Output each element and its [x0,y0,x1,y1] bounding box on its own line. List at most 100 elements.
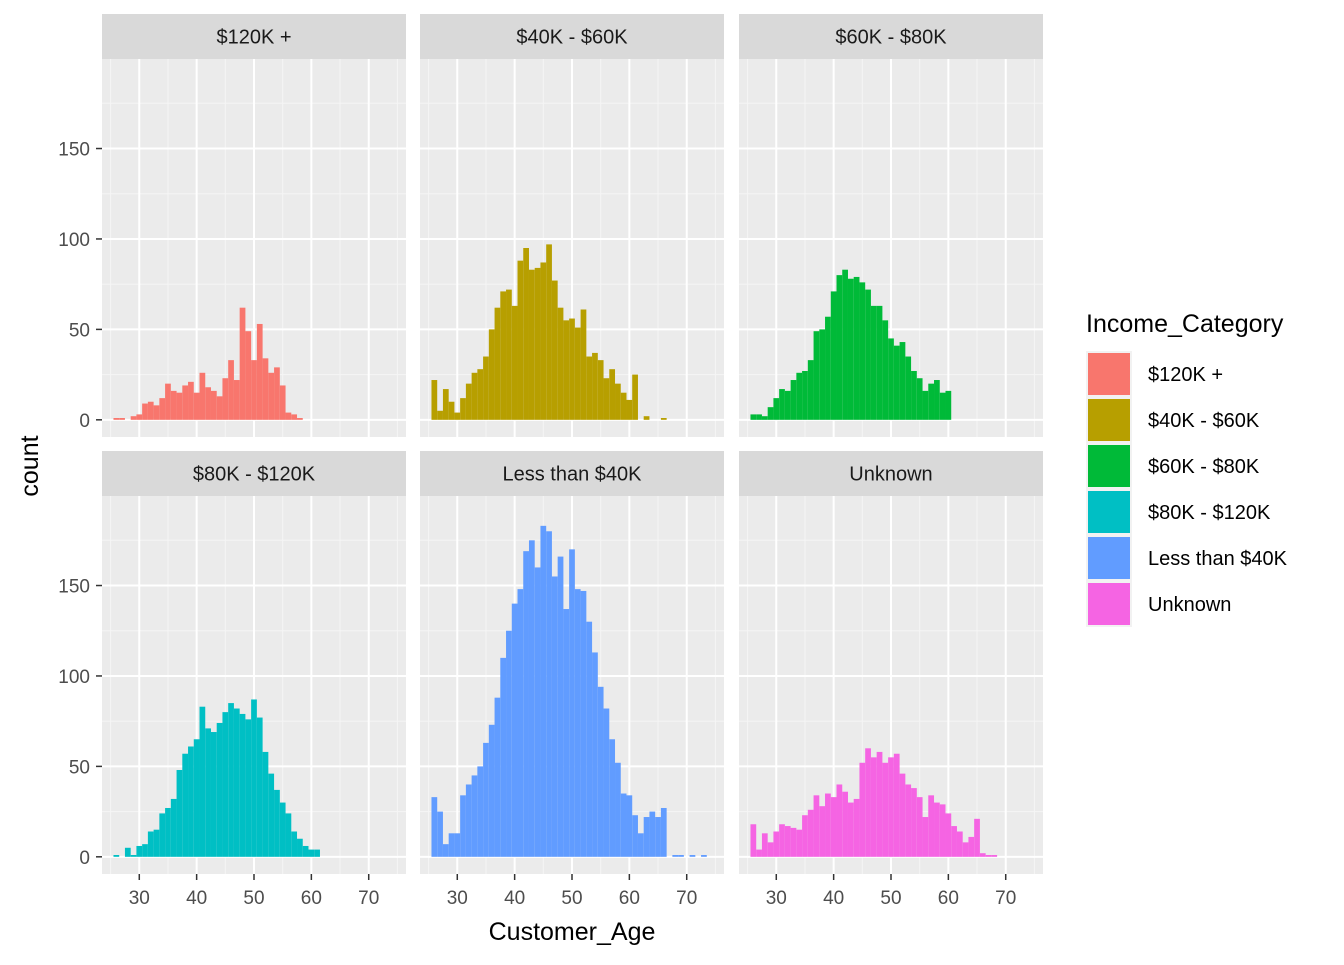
histogram-bar [216,722,223,857]
histogram-bar [750,414,757,420]
histogram-bar [153,829,160,857]
histogram-bar [609,739,616,857]
histogram-bar [767,842,774,857]
histogram-bar [859,282,866,420]
histogram-bar [865,748,871,857]
legend-entry-label: Unknown [1148,594,1231,616]
histogram-bar [119,418,125,420]
histogram-bar [802,370,808,420]
histogram-bar [210,732,217,857]
histogram-bar [779,389,785,420]
histogram-bar [569,318,575,420]
histogram-bar [182,385,189,420]
histogram-bar [285,412,292,420]
histogram-bar [176,770,183,857]
histogram-bar [649,811,656,857]
histogram-bar [784,826,791,857]
histogram-bar [494,697,501,857]
histogram-bar [523,248,529,420]
histogram-bar [523,551,529,857]
histogram-bar [494,307,501,420]
histogram-bar [962,842,969,857]
histogram-bar [442,844,449,857]
histogram-bar [592,652,598,857]
histogram-bar [790,380,797,420]
histogram-bar [465,383,472,420]
histogram-bar [142,844,148,857]
x-tick-label: 30 [766,888,787,909]
histogram-bar [859,762,866,857]
histogram-bar [222,712,229,857]
histogram-bar [893,753,900,857]
facet-strip-label: $60K - $80K [835,27,947,49]
histogram-bar [830,797,837,857]
histogram-bar [870,305,877,420]
histogram-bar [511,305,518,420]
y-tick-label: 100 [58,230,90,251]
histogram-bar [517,589,524,857]
histogram-bar [985,855,992,857]
histogram-bar [580,590,587,857]
histogram-bar [643,817,650,857]
histogram-bar [632,815,638,857]
histogram-bar [528,540,535,857]
histogram-bar [165,807,171,857]
histogram-bar [888,338,894,420]
histogram-bar [825,316,831,420]
x-tick-label: 60 [938,888,959,909]
histogram-bar [431,380,438,420]
facet-panel: Unknown 30 40 50 60 70 [739,451,1043,909]
histogram-bar [113,418,120,420]
histogram-bar [314,849,320,857]
x-tick-label: 70 [676,888,697,909]
histogram-bar [586,356,593,420]
x-tick-label: 70 [995,888,1016,909]
histogram-bar [506,289,512,420]
facet-strip [739,451,1043,496]
histogram-bar [279,385,286,420]
histogram-bar [574,589,581,857]
histogram-bar [136,414,143,420]
histogram-bar [761,833,768,857]
histogram-bar [934,380,940,420]
legend-entry-label: $80K - $120K [1148,502,1271,524]
histogram-bar [546,244,552,420]
legend-swatch [1088,491,1130,533]
histogram-bar [540,262,547,420]
histogram-bar [534,267,541,420]
histogram-bar [905,356,912,420]
histogram-bar [945,813,952,857]
histogram-bar [274,789,280,857]
histogram-bar [603,708,610,857]
facet-panel: $120K + 0 50 100 150 [58,14,406,437]
histogram-bar [205,728,211,857]
histogram-bar [130,855,137,857]
histogram-bar [454,833,461,857]
histogram-bar [239,713,246,857]
legend-swatch [1088,353,1130,395]
histogram-bar [876,751,883,857]
histogram-bar [779,824,785,857]
histogram-bar [888,757,894,857]
histogram-bar [899,773,906,857]
y-tick-label: 0 [79,411,90,432]
x-tick-label: 70 [358,888,379,909]
histogram-bar [488,329,495,420]
x-tick-label: 40 [186,888,207,909]
histogram-bar [256,323,263,420]
histogram-bar [563,609,570,857]
facet-panel: Less than $40K 30 40 50 60 70 [420,451,724,909]
legend-title: Income_Category [1086,310,1284,338]
histogram-bar [239,307,246,420]
histogram-bar [517,260,524,420]
histogram-bar [245,331,252,420]
histogram-bar [807,360,814,420]
histogram-bar [569,549,575,857]
facet-strip [739,14,1043,59]
histogram-bar [660,418,667,420]
histogram-bar [285,813,292,857]
histogram-bar [756,849,762,857]
x-tick-label: 50 [880,888,901,909]
histogram-bar [922,390,929,420]
